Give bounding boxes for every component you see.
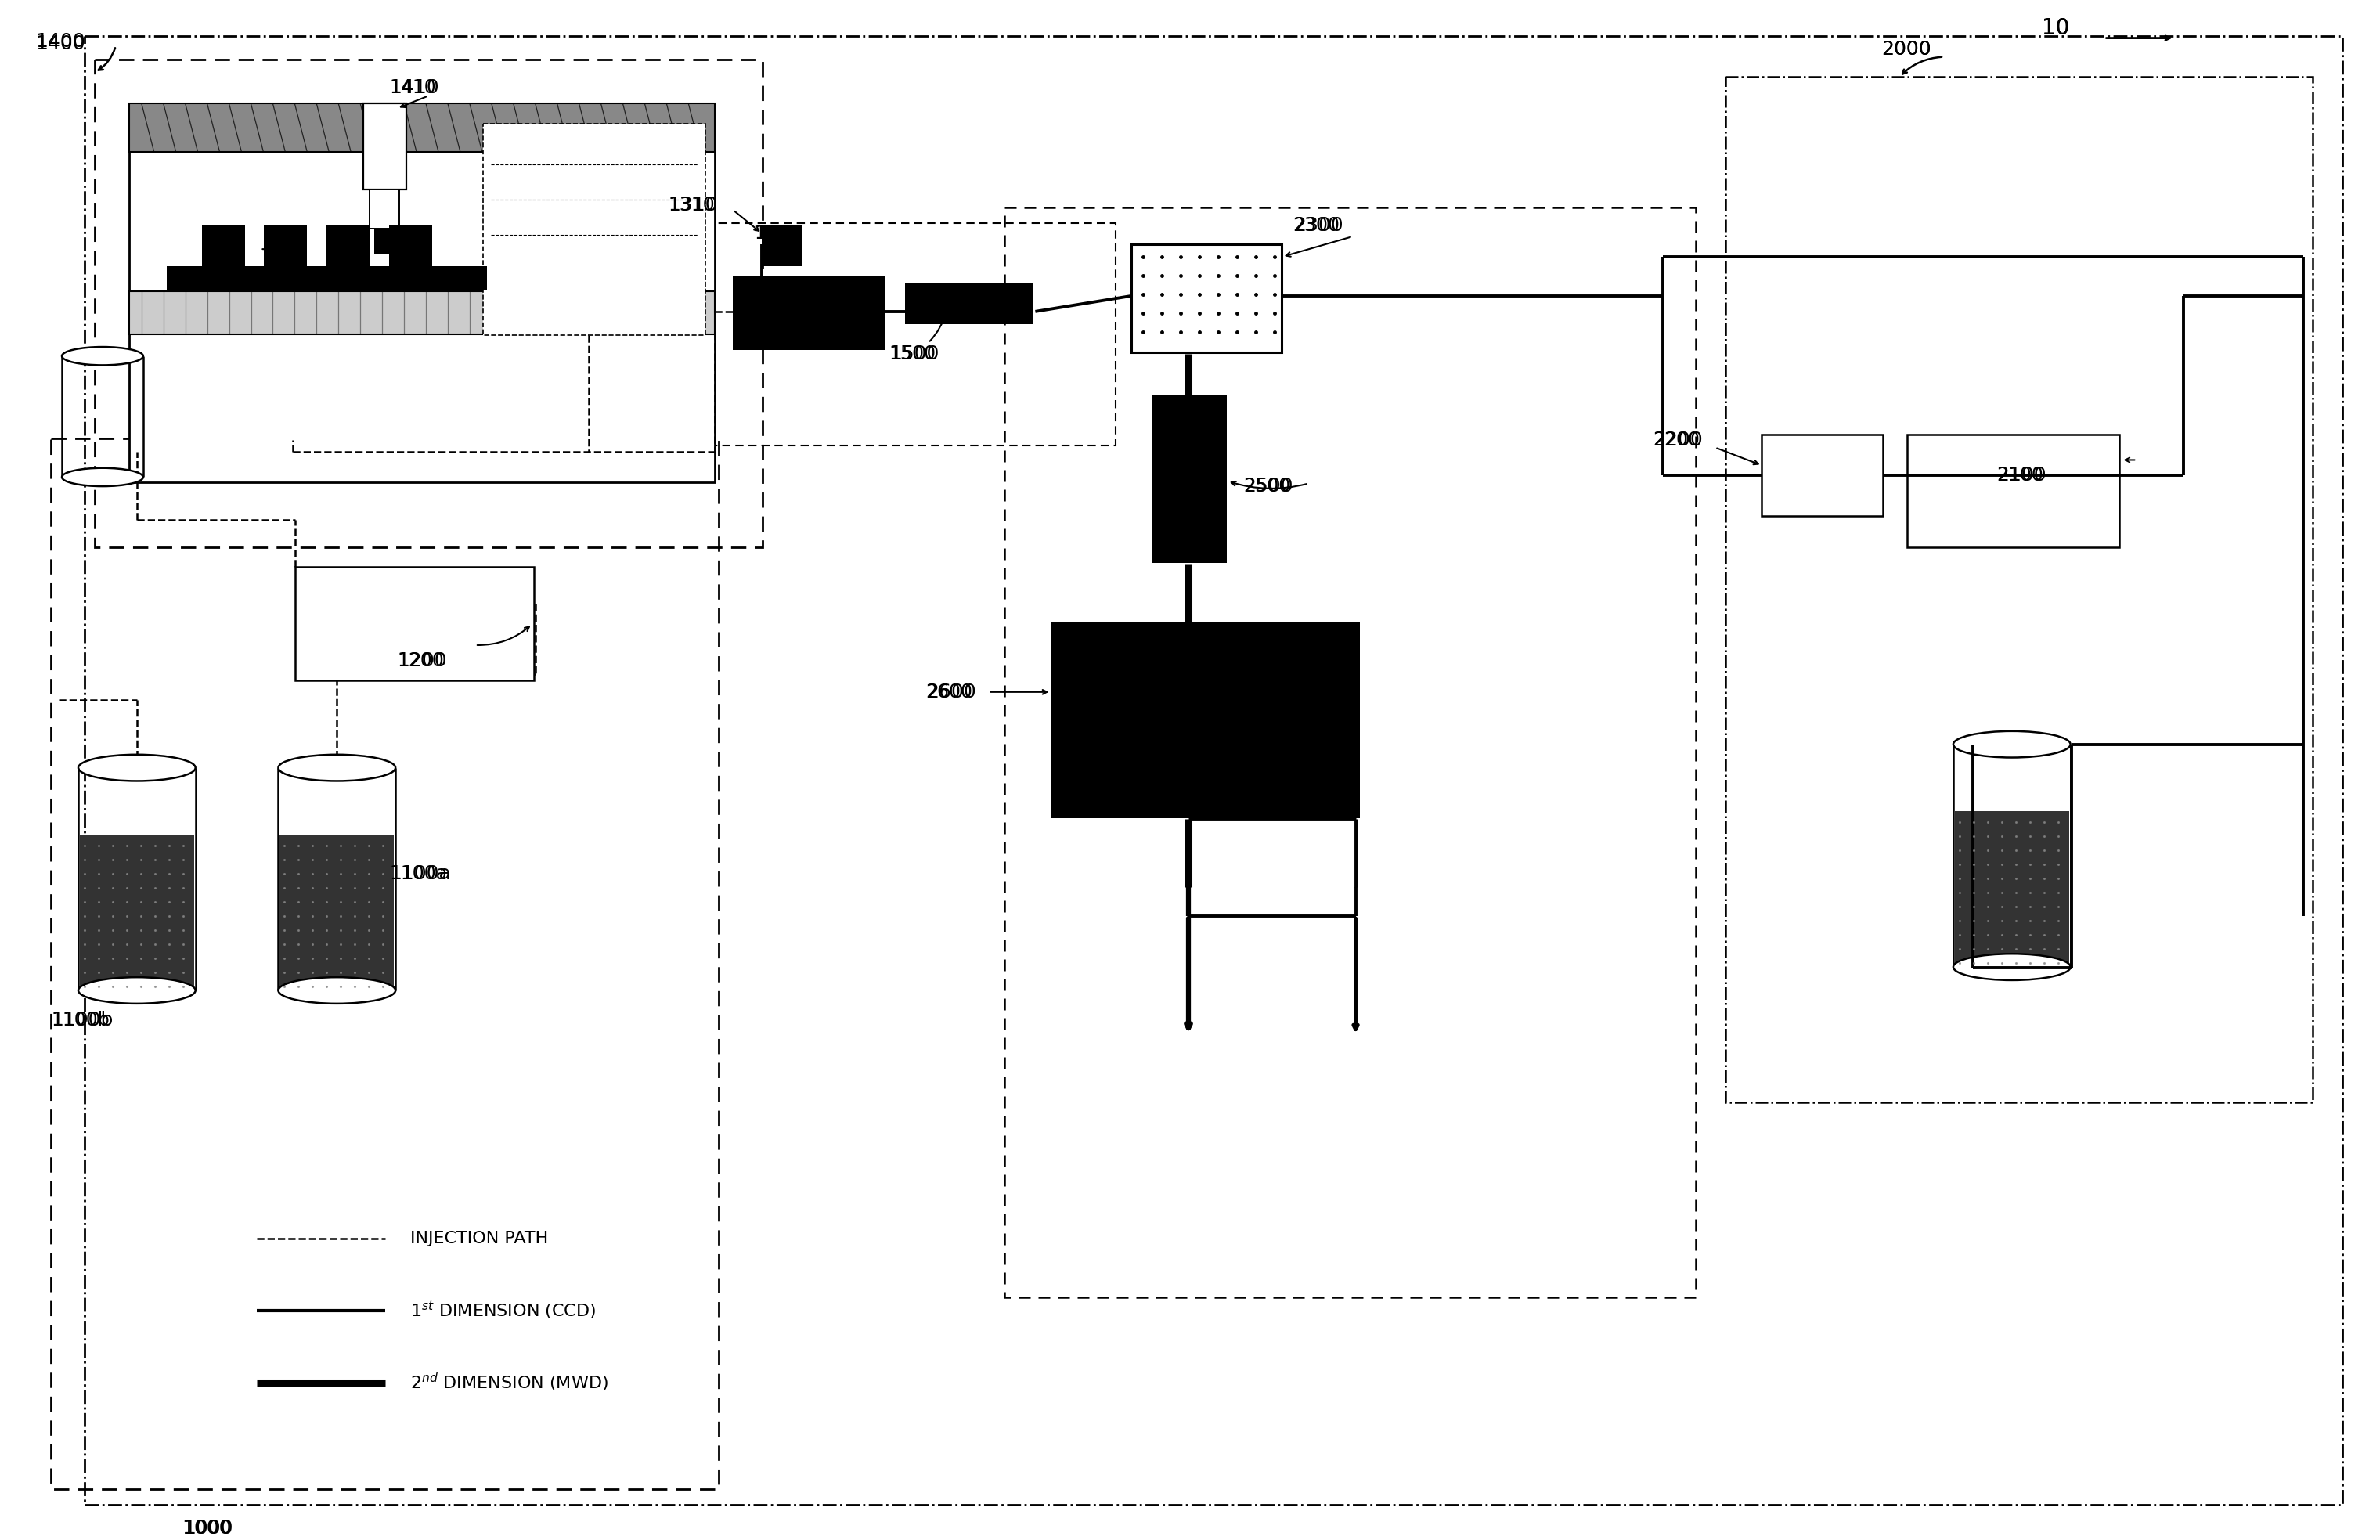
Text: 1400: 1400 — [36, 32, 86, 51]
Text: 1000: 1000 — [183, 1518, 231, 1537]
Bar — [1906, 434, 2121, 547]
Bar — [129, 103, 714, 152]
Text: 2100: 2100 — [1997, 467, 2042, 485]
Bar — [762, 225, 802, 266]
Bar — [1052, 622, 1359, 819]
Bar — [1954, 812, 2068, 967]
Ellipse shape — [62, 346, 143, 365]
Text: 1300: 1300 — [754, 223, 804, 243]
Bar — [129, 291, 714, 334]
Bar — [364, 103, 407, 189]
Text: 100: 100 — [207, 243, 245, 262]
Bar — [369, 189, 400, 228]
Bar — [167, 266, 488, 290]
Text: 2500: 2500 — [1242, 477, 1292, 496]
Text: 2000: 2000 — [1883, 40, 1930, 59]
Text: 1500: 1500 — [890, 345, 938, 363]
Text: 2600: 2600 — [926, 682, 976, 701]
Bar — [81, 835, 193, 990]
Text: 1310: 1310 — [669, 196, 714, 214]
Text: 2200: 2200 — [1652, 430, 1702, 450]
Ellipse shape — [1954, 732, 2071, 758]
Text: 1410: 1410 — [390, 79, 438, 97]
Text: 1300: 1300 — [754, 223, 802, 243]
Text: 10: 10 — [2042, 17, 2068, 39]
Text: INJECTION PATH: INJECTION PATH — [409, 1230, 547, 1247]
Bar — [129, 103, 714, 482]
Ellipse shape — [278, 755, 395, 781]
Bar — [95, 59, 762, 547]
Bar — [202, 225, 245, 266]
Text: 1400: 1400 — [36, 34, 86, 52]
Text: 2100: 2100 — [1997, 467, 2047, 485]
Text: 1100b: 1100b — [50, 1010, 109, 1030]
Bar — [1761, 434, 1883, 516]
Bar — [1130, 245, 1280, 353]
Text: 1100a: 1100a — [390, 864, 447, 884]
Bar — [326, 225, 369, 266]
Bar — [281, 835, 395, 990]
Text: 2200: 2200 — [1652, 430, 1699, 450]
Text: 10: 10 — [2042, 17, 2068, 39]
Text: 1000: 1000 — [183, 1518, 233, 1537]
Text: 1410: 1410 — [390, 79, 436, 97]
Text: 1100b: 1100b — [50, 1010, 114, 1030]
Bar — [1152, 396, 1226, 564]
Bar — [1726, 77, 2313, 1103]
Text: $1^{st}$ DIMENSION (CCD): $1^{st}$ DIMENSION (CCD) — [409, 1300, 595, 1321]
Ellipse shape — [79, 755, 195, 781]
Bar — [264, 225, 307, 266]
Bar — [129, 103, 714, 152]
Text: 1100a: 1100a — [390, 864, 450, 884]
Ellipse shape — [1954, 953, 2071, 979]
Bar — [390, 225, 433, 266]
Text: $2^{nd}$ DIMENSION (MWD): $2^{nd}$ DIMENSION (MWD) — [409, 1372, 609, 1394]
Bar — [704, 223, 1116, 447]
Ellipse shape — [62, 468, 143, 487]
Text: 2600: 2600 — [926, 682, 973, 701]
Text: 1200: 1200 — [397, 651, 445, 670]
Ellipse shape — [79, 978, 195, 1004]
Bar — [129, 291, 714, 334]
Bar — [483, 125, 704, 334]
Text: 100: 100 — [205, 243, 240, 262]
Bar — [374, 228, 395, 254]
Text: 2000: 2000 — [1883, 40, 1930, 59]
Ellipse shape — [278, 978, 395, 1004]
Text: 1200: 1200 — [397, 651, 447, 670]
Bar — [1004, 208, 1695, 1297]
Text: 2300: 2300 — [1292, 216, 1340, 236]
Bar — [295, 567, 533, 681]
Bar — [904, 283, 1033, 323]
Text: 1310: 1310 — [669, 196, 719, 214]
Bar — [50, 437, 719, 1489]
Bar — [733, 276, 885, 350]
Text: 2500: 2500 — [1242, 477, 1290, 496]
Text: 2300: 2300 — [1292, 216, 1342, 236]
Text: 1500: 1500 — [890, 345, 935, 363]
